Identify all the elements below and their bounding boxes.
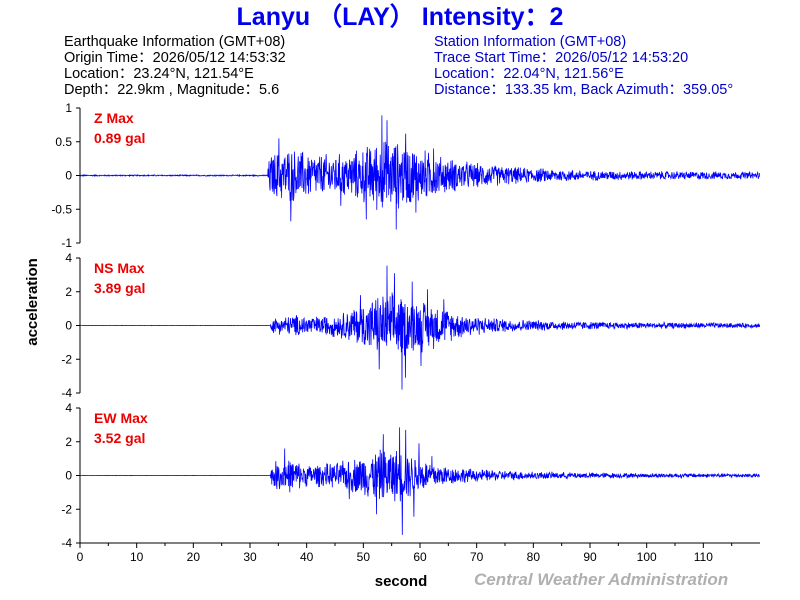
station-location: Location：22.04°N, 121.56°E [434, 66, 624, 82]
waveform-ew [79, 427, 761, 535]
origin-time: Origin Time：2026/05/12 14:53:32 [64, 50, 286, 66]
y-tick-label: 4 [65, 251, 72, 265]
y-tick-label: 0.5 [55, 135, 72, 149]
trace-start-time: Trace Start Time：2026/05/12 14:53:20 [434, 50, 689, 66]
y-tick-label: -4 [61, 386, 72, 400]
x-tick-label: 60 [413, 550, 427, 564]
distance-azimuth: Distance：133.35 km, Back Azimuth：359.05° [434, 82, 734, 98]
x-tick-label: 110 [694, 550, 713, 564]
y-tick-label: 0 [65, 319, 72, 333]
earthquake-info-heading: Earthquake Information (GMT+08) [64, 34, 286, 50]
y-tick-label: 4 [65, 401, 72, 415]
chart-title: Lanyu （LAY） Intensity：2 [236, 3, 564, 31]
station-info-heading: Station Information (GMT+08) [434, 34, 627, 50]
max-label-ns: NS Max [94, 260, 145, 276]
max-label-ew: EW Max [94, 410, 148, 426]
x-tick-label: 100 [637, 550, 657, 564]
y-tick-label: 2 [65, 435, 72, 449]
y-tick-label: 1 [65, 101, 72, 115]
max-label-z: Z Max [94, 110, 134, 126]
max-value-ns: 3.89 gal [94, 280, 145, 296]
y-axis-title: acceleration [24, 258, 41, 346]
y-tick-label: 0 [65, 469, 72, 483]
station-info: Station Information (GMT+08) Trace Start… [434, 34, 733, 98]
agency-credit: Central Weather Administration [474, 570, 729, 589]
waveform-ns [79, 265, 761, 390]
epicenter-location: Location：23.24°N, 121.54°E [64, 66, 254, 82]
max-value-z: 0.89 gal [94, 130, 145, 146]
x-tick-label: 30 [243, 550, 257, 564]
x-tick-label: 40 [300, 550, 314, 564]
x-tick-label: 20 [187, 550, 201, 564]
x-tick-label: 10 [130, 550, 144, 564]
y-tick-label: 2 [65, 285, 72, 299]
y-tick-label: -0.5 [51, 202, 72, 216]
x-tick-label: 80 [527, 550, 541, 564]
x-tick-label: 70 [470, 550, 484, 564]
earthquake-info: Earthquake Information (GMT+08) Origin T… [64, 34, 286, 98]
max-value-ew: 3.52 gal [94, 430, 145, 446]
x-tick-label: 50 [357, 550, 371, 564]
depth-magnitude: Depth：22.9km , Magnitude：5.6 [64, 82, 280, 98]
y-tick-label: -4 [61, 536, 72, 550]
waveform-z [79, 115, 761, 230]
y-tick-label: -2 [61, 352, 72, 366]
y-tick-label: -2 [61, 502, 72, 516]
y-tick-label: 0 [65, 169, 72, 183]
x-tick-label: 90 [583, 550, 597, 564]
y-tick-label: -1 [61, 236, 72, 250]
x-axis-title: second [375, 573, 428, 590]
x-tick-label: 0 [77, 550, 84, 564]
